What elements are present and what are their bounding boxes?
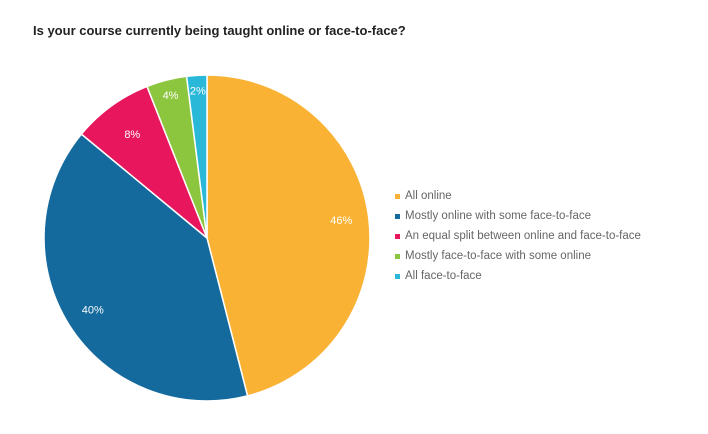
legend-label: An equal split between online and face-t… (405, 230, 641, 242)
data-label-3: 8% (124, 129, 140, 141)
data-label-4: 4% (163, 90, 179, 102)
legend-label: Mostly face-to-face with some online (405, 250, 591, 262)
legend-label: All online (405, 190, 452, 202)
legend-swatch (395, 213, 400, 219)
legend-item-5: All face-to-face (395, 266, 641, 286)
legend-item-3: An equal split between online and face-t… (395, 226, 641, 246)
data-label-5: 2% (190, 85, 206, 97)
pie-slice-1 (206, 74, 371, 397)
legend-item-4: Mostly face-to-face with some online (395, 246, 641, 266)
chart-title: Is your course currently being taught on… (33, 23, 406, 38)
data-label-2: 40% (82, 304, 104, 316)
legend-item-2: Mostly online with some face-to-face (395, 206, 641, 226)
legend-label: Mostly online with some face-to-face (405, 210, 591, 222)
pie-slice-2 (43, 133, 249, 402)
legend-swatch (395, 273, 400, 279)
legend-swatch (395, 193, 400, 199)
legend-swatch (395, 253, 400, 259)
chart-legend: All online Mostly online with some face-t… (395, 186, 641, 286)
legend-item-1: All online (395, 186, 641, 206)
pie-slice-5 (185, 74, 208, 239)
legend-label: All face-to-face (405, 270, 482, 282)
data-label-1: 46% (330, 215, 352, 227)
legend-swatch (395, 233, 400, 239)
